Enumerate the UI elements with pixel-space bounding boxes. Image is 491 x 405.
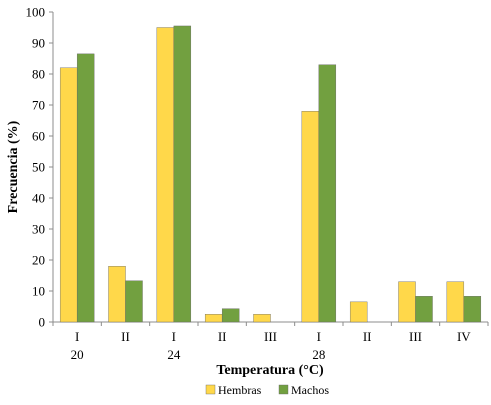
legend-label-machos: Machos	[291, 383, 329, 397]
y-tick-label: 10	[32, 284, 45, 299]
bar-hembras-1	[108, 266, 126, 323]
legend-swatch-machos	[278, 384, 289, 395]
y-tick-label: 100	[26, 5, 46, 20]
bar-machos-3	[221, 308, 240, 323]
bar-hembras-5	[301, 110, 320, 323]
y-axis-title: Frecuencia (%)	[6, 120, 21, 213]
legend-swatch-hembras	[205, 384, 216, 395]
y-tick-label: 50	[32, 160, 45, 175]
bar-hembras-4	[253, 314, 271, 323]
bars	[59, 25, 482, 323]
legend: Hembras Machos	[205, 383, 329, 397]
x-tick-label: IV	[457, 329, 471, 344]
bar-hembras-0	[59, 67, 78, 323]
bar-machos-5	[318, 64, 337, 323]
x-tick-label: I	[172, 329, 176, 344]
y-tick-label: 70	[32, 98, 45, 113]
y-tick-label: 90	[32, 36, 45, 51]
y-tick-label: 20	[32, 253, 45, 268]
bar-machos-0	[76, 53, 95, 323]
y-tick-label: 60	[32, 129, 45, 144]
x-tick-label: III	[409, 329, 422, 344]
y-tick-label: 30	[32, 222, 45, 237]
bar-machos-7	[415, 296, 433, 323]
x-tick-label: I	[317, 329, 321, 344]
y-tick-label: 80	[32, 67, 45, 82]
bar-hembras-2	[156, 27, 175, 323]
x-tick-label: II	[121, 329, 130, 344]
x-tick-label: I	[75, 329, 79, 344]
bar-hembras-6	[349, 301, 368, 323]
y-tick-label: 0	[39, 315, 46, 330]
bar-hembras-3	[204, 314, 223, 323]
bar-hembras-7	[398, 281, 416, 323]
x-tick-label: III	[264, 329, 277, 344]
bar-machos-8	[463, 296, 482, 323]
y-tick-label: 40	[32, 191, 45, 206]
temperature-group-label: 24	[167, 347, 181, 362]
temperature-group-label: 20	[71, 347, 84, 362]
bar-machos-2	[173, 25, 192, 323]
x-axis-title: Temperatura (°C)	[216, 363, 324, 378]
temperature-group-label: 28	[312, 347, 325, 362]
bar-machos-1	[125, 280, 143, 323]
x-tick-label: II	[218, 329, 227, 344]
legend-label-hembras: Hembras	[218, 383, 262, 397]
bar-hembras-8	[446, 281, 465, 323]
x-tick-label: II	[363, 329, 372, 344]
